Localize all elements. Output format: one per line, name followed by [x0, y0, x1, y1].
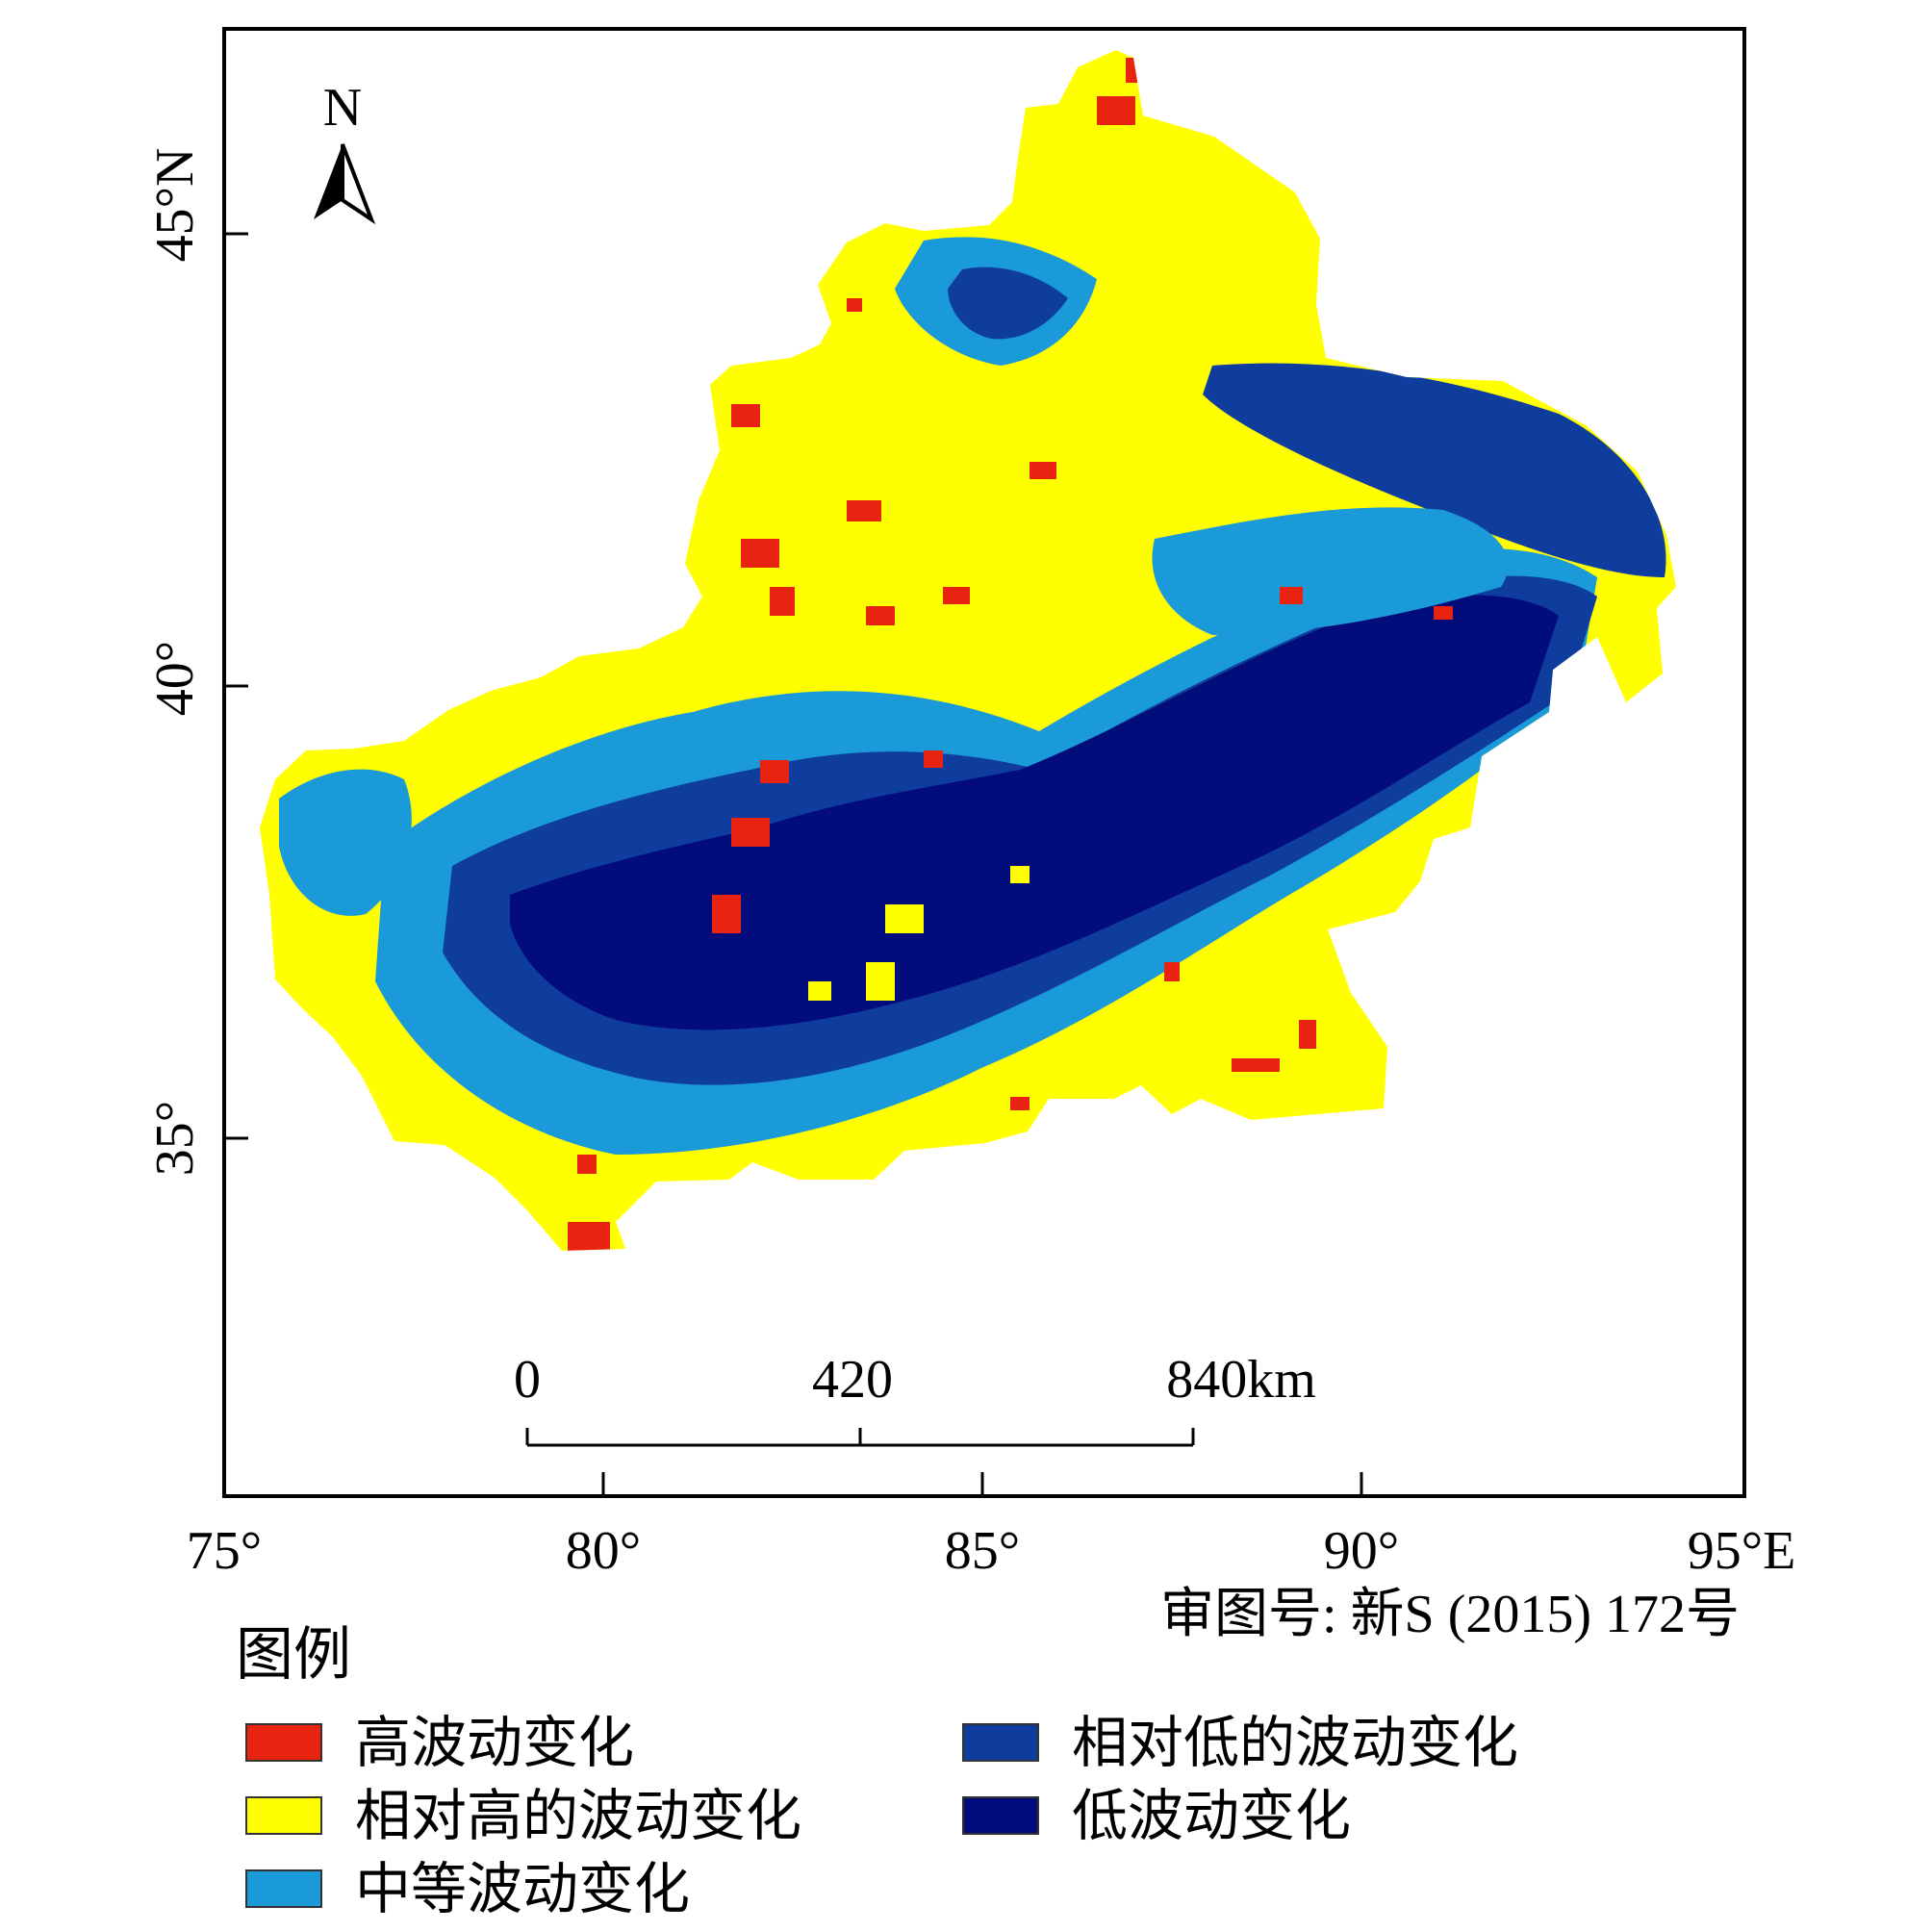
zone-high-spots [568, 58, 1453, 1251]
lon-label-90: 90° [1324, 1521, 1399, 1581]
zone-west-medium [279, 769, 412, 916]
legend-item-medium: 中等波动变化 [245, 1861, 690, 1917]
zone-east-medium [1152, 507, 1509, 635]
lat-label-35: 35° [145, 1101, 205, 1176]
scale-label-420: 420 [812, 1350, 893, 1410]
legend-item-rel-high: 相对高的波动变化 [245, 1788, 801, 1843]
legend-item-high: 高波动变化 [245, 1715, 634, 1770]
approval-number: 审图号: 新S (2015) 172号 [1160, 1585, 1740, 1644]
north-arrow-icon-right [341, 143, 376, 225]
lat-label-40: 40° [145, 641, 205, 716]
north-label: N [323, 78, 362, 138]
legend-item-rel-low: 相对低的波动变化 [962, 1715, 1518, 1770]
zone-east [1203, 363, 1666, 577]
legend-item-low: 低波动变化 [962, 1788, 1351, 1843]
legend-swatch [962, 1723, 1039, 1762]
lat-label-45: 45°N [145, 148, 205, 263]
legend-label: 低波动变化 [1072, 1783, 1352, 1848]
legend-title: 图例 [236, 1621, 351, 1689]
legend-label: 相对低的波动变化 [1072, 1710, 1519, 1775]
scale-label-0: 0 [514, 1350, 541, 1410]
zone-yellow-islands [808, 866, 1030, 1001]
zone-low-core [510, 595, 1559, 1030]
lon-label-75: 75° [187, 1521, 262, 1581]
lon-label-85: 85° [945, 1521, 1020, 1581]
legend-swatch [245, 1869, 322, 1908]
legend-label: 相对高的波动变化 [355, 1783, 802, 1848]
north-arrow-icon [314, 144, 343, 219]
legend-label: 高波动变化 [355, 1710, 635, 1775]
legend-swatch [245, 1723, 322, 1762]
lon-label-95: 95°E [1688, 1521, 1796, 1581]
lon-label-80: 80° [566, 1521, 641, 1581]
legend-swatch [962, 1796, 1039, 1835]
legend-label: 中等波动变化 [355, 1856, 691, 1921]
zone-north-basin-core [948, 267, 1068, 340]
scale-bar [525, 1428, 1195, 1447]
scale-label-840: 840km [1166, 1350, 1316, 1410]
legend-swatch [245, 1796, 322, 1835]
